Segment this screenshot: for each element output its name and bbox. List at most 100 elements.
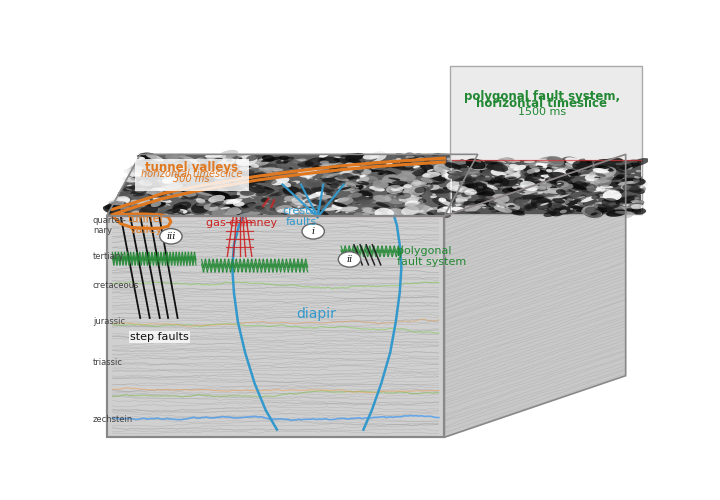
Ellipse shape — [547, 205, 554, 210]
Polygon shape — [107, 216, 444, 438]
Ellipse shape — [302, 204, 309, 206]
Ellipse shape — [480, 164, 495, 170]
Ellipse shape — [284, 208, 297, 210]
Ellipse shape — [300, 212, 316, 218]
Ellipse shape — [434, 212, 451, 218]
Ellipse shape — [547, 188, 569, 192]
Ellipse shape — [256, 189, 275, 196]
Ellipse shape — [559, 183, 564, 186]
Ellipse shape — [405, 200, 418, 206]
Ellipse shape — [336, 202, 350, 207]
Ellipse shape — [241, 202, 256, 208]
Ellipse shape — [502, 188, 517, 194]
Ellipse shape — [438, 204, 441, 205]
Ellipse shape — [145, 200, 164, 208]
Ellipse shape — [356, 176, 369, 183]
Ellipse shape — [294, 194, 302, 198]
Ellipse shape — [521, 192, 525, 194]
Ellipse shape — [568, 182, 575, 184]
Ellipse shape — [631, 204, 644, 209]
Ellipse shape — [418, 199, 425, 202]
Ellipse shape — [474, 200, 489, 204]
Ellipse shape — [490, 203, 495, 205]
Ellipse shape — [395, 186, 404, 190]
Ellipse shape — [600, 188, 611, 194]
Ellipse shape — [524, 178, 541, 184]
Ellipse shape — [279, 180, 286, 184]
Ellipse shape — [359, 162, 375, 166]
Ellipse shape — [491, 186, 500, 190]
Ellipse shape — [458, 186, 477, 192]
Ellipse shape — [453, 168, 467, 175]
Ellipse shape — [559, 193, 567, 196]
Ellipse shape — [489, 197, 495, 200]
Ellipse shape — [455, 200, 464, 204]
Ellipse shape — [174, 204, 177, 206]
Ellipse shape — [205, 201, 210, 203]
Ellipse shape — [290, 200, 305, 207]
Ellipse shape — [581, 198, 598, 206]
Ellipse shape — [449, 176, 458, 178]
Ellipse shape — [599, 182, 621, 189]
Ellipse shape — [138, 165, 145, 166]
Ellipse shape — [585, 207, 601, 216]
Ellipse shape — [624, 192, 630, 194]
Ellipse shape — [363, 208, 375, 214]
Ellipse shape — [264, 168, 283, 171]
Ellipse shape — [154, 172, 166, 176]
Ellipse shape — [400, 185, 403, 186]
Ellipse shape — [336, 206, 343, 210]
Ellipse shape — [192, 208, 194, 210]
Text: quarter-
nary: quarter- nary — [93, 216, 127, 236]
Ellipse shape — [538, 164, 546, 170]
Ellipse shape — [109, 200, 124, 205]
Ellipse shape — [225, 179, 228, 180]
Ellipse shape — [315, 210, 319, 212]
Ellipse shape — [428, 184, 440, 190]
Ellipse shape — [120, 197, 131, 203]
Ellipse shape — [446, 158, 453, 161]
Ellipse shape — [127, 202, 145, 208]
Ellipse shape — [531, 197, 552, 209]
Ellipse shape — [332, 198, 337, 200]
Ellipse shape — [406, 197, 418, 203]
Ellipse shape — [552, 166, 558, 168]
Ellipse shape — [361, 169, 372, 175]
Ellipse shape — [326, 166, 341, 169]
Ellipse shape — [297, 209, 306, 212]
Ellipse shape — [137, 155, 149, 160]
Ellipse shape — [199, 162, 211, 168]
Ellipse shape — [490, 210, 500, 212]
Ellipse shape — [346, 162, 361, 170]
Text: triassic: triassic — [93, 358, 123, 366]
Ellipse shape — [320, 156, 341, 164]
Ellipse shape — [208, 162, 226, 170]
Ellipse shape — [243, 164, 247, 165]
Ellipse shape — [521, 175, 525, 176]
Ellipse shape — [245, 168, 263, 174]
Ellipse shape — [392, 186, 409, 192]
Text: i: i — [312, 227, 315, 236]
Ellipse shape — [352, 176, 361, 180]
Ellipse shape — [117, 191, 130, 196]
Ellipse shape — [580, 194, 586, 198]
Ellipse shape — [297, 206, 300, 208]
Ellipse shape — [498, 198, 506, 202]
Ellipse shape — [485, 196, 499, 200]
Ellipse shape — [337, 182, 356, 191]
Ellipse shape — [548, 172, 569, 180]
Ellipse shape — [176, 212, 185, 215]
Ellipse shape — [194, 172, 215, 181]
Ellipse shape — [162, 183, 183, 192]
Ellipse shape — [556, 189, 565, 194]
Ellipse shape — [341, 169, 343, 170]
Ellipse shape — [444, 170, 462, 178]
Ellipse shape — [542, 182, 546, 184]
Ellipse shape — [311, 200, 325, 205]
Ellipse shape — [526, 169, 535, 174]
Ellipse shape — [594, 208, 605, 214]
Ellipse shape — [253, 184, 274, 190]
Ellipse shape — [115, 206, 132, 210]
Ellipse shape — [467, 212, 480, 214]
Ellipse shape — [440, 170, 454, 175]
